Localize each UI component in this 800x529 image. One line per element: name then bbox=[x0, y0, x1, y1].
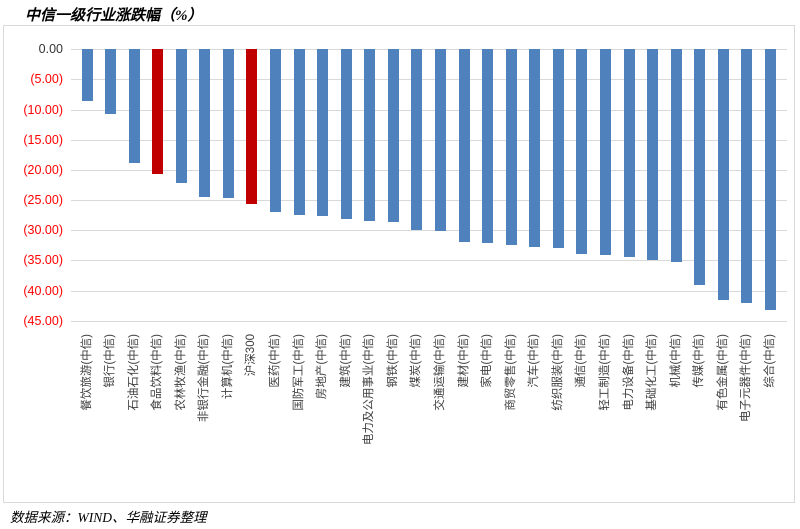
x-axis-category-label: 计算机(中信) bbox=[221, 334, 234, 400]
x-axis-category-label: 建材(中信) bbox=[457, 334, 470, 388]
y-axis-tick-label: (20.00) bbox=[23, 162, 63, 177]
bar bbox=[128, 49, 140, 164]
x-axis-category-label: 交通运输(中信) bbox=[434, 334, 447, 411]
bar bbox=[647, 49, 659, 261]
y-axis-tick-label: (25.00) bbox=[23, 193, 63, 208]
x-axis-category-label: 纺织服装(中信) bbox=[551, 334, 564, 411]
x-axis-category-label: 商贸零售(中信) bbox=[504, 334, 517, 411]
y-gridline bbox=[71, 260, 787, 262]
x-axis-category-label: 钢铁(中信) bbox=[386, 334, 399, 388]
x-axis-category-label: 电子元器件(中信) bbox=[740, 334, 753, 423]
x-axis-category-label: 轻工制造(中信) bbox=[599, 334, 612, 411]
bar bbox=[317, 49, 329, 216]
x-axis-category-label: 农林牧渔(中信) bbox=[174, 334, 187, 411]
x-axis-category-label: 传媒(中信) bbox=[693, 334, 706, 388]
x-axis-category-label: 银行(中信) bbox=[104, 334, 117, 388]
x-axis-category-label: 沪深300 bbox=[245, 334, 258, 377]
x-axis-category-label: 建筑(中信) bbox=[339, 334, 352, 388]
y-gridline bbox=[71, 79, 787, 81]
y-axis-tick-label: (45.00) bbox=[23, 313, 63, 328]
y-gridline bbox=[71, 230, 787, 232]
bar bbox=[175, 49, 187, 184]
bar bbox=[600, 49, 612, 256]
bar bbox=[529, 49, 541, 248]
bar bbox=[458, 49, 470, 242]
bar bbox=[741, 49, 753, 304]
x-axis-category-label: 有色金属(中信) bbox=[716, 334, 729, 411]
y-axis-tick-label: 0.00 bbox=[38, 42, 63, 57]
y-gridline bbox=[71, 169, 787, 171]
y-axis-tick-label: (30.00) bbox=[23, 223, 63, 238]
bar bbox=[435, 49, 447, 232]
y-axis-tick-label: (10.00) bbox=[23, 102, 63, 117]
data-source-footer: 数据来源：WIND、华融证券整理 bbox=[10, 510, 207, 525]
x-axis-category-label: 家电(中信) bbox=[481, 334, 494, 388]
bar bbox=[105, 49, 117, 114]
x-axis-category-label: 基础化工(中信) bbox=[646, 334, 659, 411]
bar bbox=[199, 49, 211, 198]
bar bbox=[576, 49, 588, 254]
x-axis-category-label: 机械(中信) bbox=[669, 334, 682, 388]
bar-highlighted bbox=[152, 49, 164, 175]
y-axis-tick-label: (40.00) bbox=[23, 283, 63, 298]
y-gridline bbox=[71, 139, 787, 141]
x-axis-category-label: 电力及公用事业(中信) bbox=[363, 334, 376, 446]
bar-highlighted bbox=[246, 49, 258, 204]
bar bbox=[552, 49, 564, 249]
bar bbox=[387, 49, 399, 223]
bar bbox=[222, 49, 234, 199]
y-axis-tick-label: (35.00) bbox=[23, 253, 63, 268]
x-axis-category-label: 房地产(中信) bbox=[316, 334, 329, 400]
bar bbox=[670, 49, 682, 263]
bar bbox=[364, 49, 376, 222]
x-axis-category-label: 汽车(中信) bbox=[528, 334, 541, 388]
bar bbox=[623, 49, 635, 258]
bar bbox=[293, 49, 305, 215]
y-gridline bbox=[71, 290, 787, 292]
x-axis-category-label: 石油石化(中信) bbox=[127, 334, 140, 411]
x-axis-category-label: 国防军工(中信) bbox=[292, 334, 305, 411]
bar bbox=[482, 49, 494, 243]
chart-frame: 0.00 (5.00) (10.00) (15.00) (20.00) (25.00) (3… bbox=[3, 25, 795, 503]
x-axis-category-label: 电力设备(中信) bbox=[622, 334, 635, 411]
y-gridline bbox=[71, 200, 787, 202]
y-gridline bbox=[71, 109, 787, 111]
bar bbox=[340, 49, 352, 220]
x-axis-category-label: 煤炭(中信) bbox=[410, 334, 423, 388]
bar bbox=[411, 49, 423, 230]
x-axis-category-label: 非银行金融(中信) bbox=[198, 334, 211, 423]
y-gridline bbox=[71, 49, 787, 51]
chart-title: 中信一级行业涨跌幅（%） bbox=[25, 8, 203, 24]
bar bbox=[270, 49, 282, 212]
bar bbox=[505, 49, 517, 245]
x-axis-category-label: 食品饮料(中信) bbox=[151, 334, 164, 411]
bar bbox=[765, 49, 777, 310]
y-axis-tick-label: (15.00) bbox=[23, 132, 63, 147]
x-axis-category-label: 综合(中信) bbox=[764, 334, 777, 388]
bar bbox=[81, 49, 93, 101]
bar bbox=[694, 49, 706, 286]
x-axis-category-label: 通信(中信) bbox=[575, 334, 588, 388]
x-axis-category-label: 餐饮旅游(中信) bbox=[80, 334, 93, 411]
x-axis-category-label: 医药(中信) bbox=[269, 334, 282, 388]
bar bbox=[717, 49, 729, 301]
y-gridline bbox=[71, 320, 787, 322]
y-axis-tick-label: (5.00) bbox=[30, 72, 63, 87]
